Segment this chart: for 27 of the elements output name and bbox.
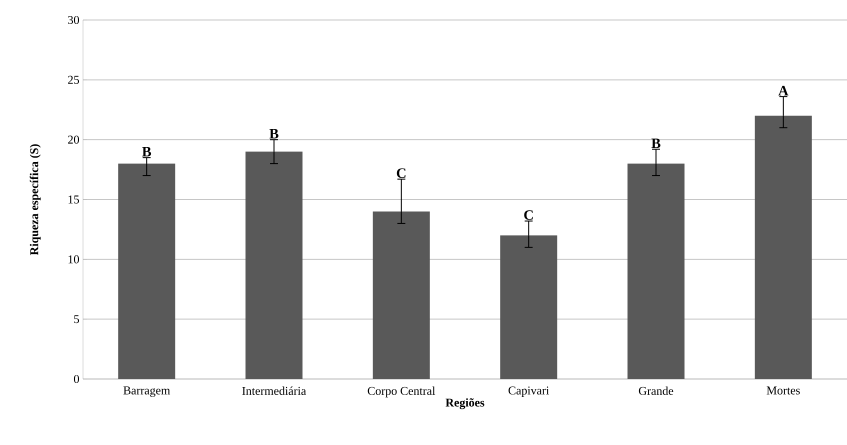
x-tick-label: Mortes [766, 386, 800, 394]
annotation: C [396, 168, 406, 178]
y-tick-label: 20 [68, 136, 80, 144]
bar [118, 164, 176, 379]
x-tick-label: Grande [638, 386, 674, 395]
y-tick-label: 5 [74, 315, 80, 324]
bar [500, 235, 558, 379]
y-tick-label: 10 [68, 255, 80, 264]
y-tick-label: 25 [68, 76, 80, 84]
x-tick-label: Corpo Central [368, 386, 436, 398]
x-tick-label: Capivari [508, 386, 550, 397]
annotation: B [269, 129, 278, 138]
annotation: B [142, 146, 152, 156]
bar [246, 152, 303, 379]
bar [628, 164, 685, 379]
bar [372, 211, 430, 379]
x-tick-label: Barragem [123, 386, 170, 397]
y-tick-label: 30 [68, 16, 80, 24]
x-axis-title: Regiões [446, 398, 484, 410]
x-tick-label: Intermediária [242, 386, 306, 395]
y-tick-label: 15 [68, 195, 80, 204]
annotation: C [524, 210, 533, 220]
annotation: A [778, 86, 788, 96]
y-tick-label: 0 [74, 374, 80, 384]
bar [754, 116, 812, 379]
annotation: B [651, 138, 660, 148]
y-axis-title: Riqueza específica (S) [30, 144, 41, 256]
